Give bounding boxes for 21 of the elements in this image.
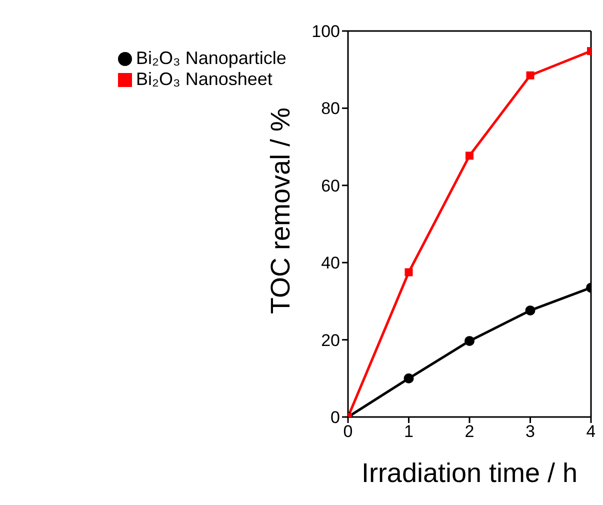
y-tick-label: 60 — [321, 176, 340, 196]
x-tick-label: 0 — [343, 422, 353, 442]
point — [464, 336, 474, 346]
point — [466, 152, 474, 160]
point — [526, 71, 534, 80]
x-tick-label: 2 — [464, 422, 474, 442]
point — [404, 268, 413, 276]
legend-label: Bi₂O₃ Nanosheet — [136, 69, 272, 89]
y-tick-label: 20 — [321, 330, 340, 350]
y-tick-label: 80 — [321, 99, 340, 118]
y-tick-label: 0 — [330, 408, 340, 428]
point — [525, 305, 536, 316]
x-tick-label: 4 — [586, 422, 596, 442]
y-tick-label: 100 — [312, 22, 340, 42]
legend-label: Bi₂O₃ Nanoparticle — [136, 48, 286, 68]
x-tick-label: 1 — [404, 422, 414, 442]
point — [404, 373, 414, 384]
x-axis-title: Irradiation time / h — [361, 458, 578, 488]
x-tick-label: 3 — [526, 422, 535, 442]
y-tick-label: 40 — [321, 254, 340, 273]
y-axis-title: TOC removal / % — [266, 107, 296, 314]
